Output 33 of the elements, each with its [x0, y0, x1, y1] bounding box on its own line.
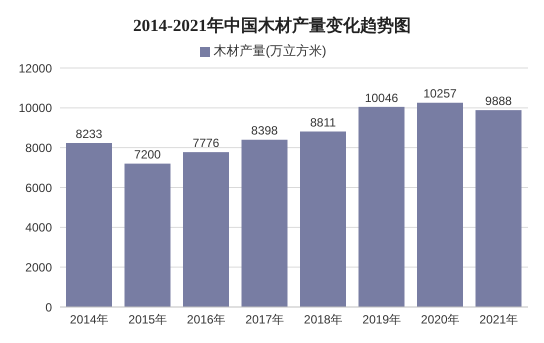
- legend-label: 木材产量(万立方米): [214, 43, 326, 58]
- bar: [242, 140, 288, 307]
- y-tick-label: 0: [45, 300, 52, 314]
- x-tick-label: 2015年: [128, 312, 168, 327]
- data-label: 8398: [251, 124, 278, 138]
- x-tick-label: 2019年: [362, 312, 402, 327]
- x-tick-label: 2017年: [245, 312, 284, 327]
- data-label: 10046: [364, 90, 399, 105]
- data-label: 9888: [485, 94, 512, 108]
- data-label: 10257: [423, 86, 458, 101]
- bar: [358, 106, 404, 307]
- y-tick-label: 12000: [18, 61, 52, 76]
- y-tick-label: 2000: [25, 260, 52, 274]
- x-tick-label: 2021年: [479, 312, 518, 327]
- bar: [300, 132, 346, 307]
- data-label: 7776: [192, 136, 220, 150]
- x-tick-label: 2020年: [420, 312, 460, 327]
- y-tick-label: 10000: [18, 101, 52, 116]
- x-tick-label: 2018年: [304, 312, 343, 327]
- data-label: 8233: [76, 127, 103, 142]
- bar: [124, 164, 170, 307]
- y-tick-label: 6000: [25, 180, 52, 195]
- bar: [417, 102, 463, 307]
- bar: [183, 152, 229, 307]
- bar: [476, 110, 522, 307]
- y-tick-label: 4000: [25, 220, 52, 235]
- y-tick-label: 8000: [25, 140, 52, 155]
- data-label: 8811: [310, 116, 336, 130]
- chart-title: 2014-2021年中国木材产量变化趋势图: [132, 15, 412, 37]
- x-tick-label: 2016年: [186, 312, 226, 327]
- x-tick-label: 2014年: [70, 312, 109, 327]
- data-label: 7200: [134, 148, 162, 162]
- bar: [66, 143, 112, 307]
